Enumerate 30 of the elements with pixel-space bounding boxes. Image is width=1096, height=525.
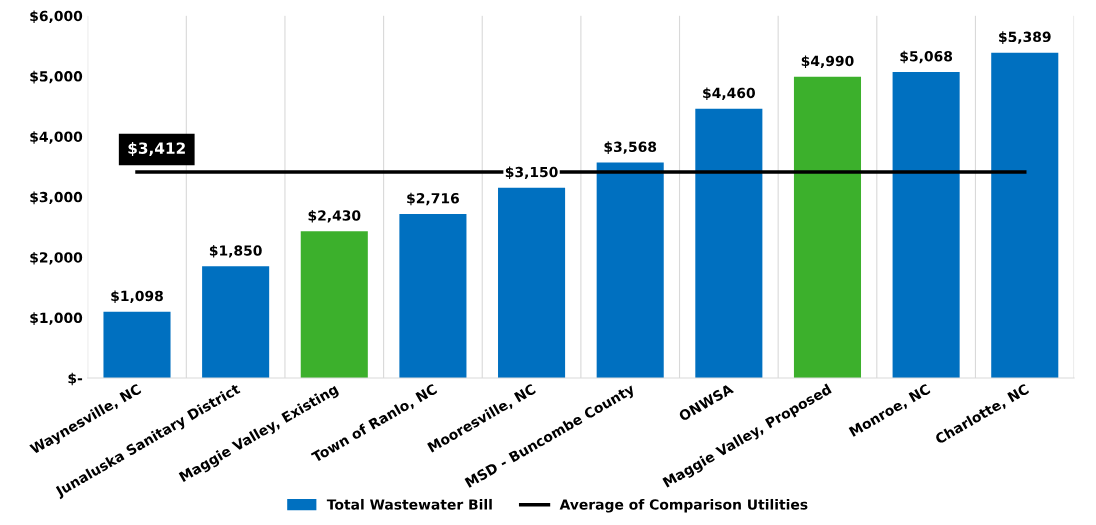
annotation: $3,412: [128, 142, 185, 156]
y-tick-label: $6,000: [30, 10, 83, 24]
y-tick-label: $3,000: [30, 191, 83, 205]
data-label: $2,430: [308, 210, 361, 223]
data-label: $5,389: [999, 31, 1051, 44]
bar: [596, 162, 664, 378]
data-label: $1,850: [209, 245, 262, 258]
data-label: $5,068: [900, 50, 953, 64]
legend-label: Total Wastewater Bill: [326, 498, 492, 510]
data-label: $3,150: [505, 166, 558, 180]
bar: [695, 108, 763, 378]
bar: [793, 76, 862, 378]
bar: [892, 72, 960, 378]
bar: [300, 231, 368, 378]
y-tick-label: $1,000: [30, 312, 83, 325]
y-tick-label: $2,000: [30, 251, 83, 265]
bar: [103, 311, 171, 378]
bar: [991, 52, 1059, 378]
legend-label: Average of Comparison Utilities: [559, 498, 808, 513]
y-tick-label: $5,000: [30, 70, 83, 84]
y-tick-label: $4,000: [30, 131, 83, 144]
bar: [399, 214, 467, 378]
data-label: $4,990: [801, 55, 854, 69]
data-label: $2,716: [407, 192, 459, 206]
bar: [498, 187, 566, 378]
data-label: $1,098: [111, 290, 163, 304]
bar: [202, 266, 270, 378]
data-label: $4,460: [703, 87, 755, 101]
data-label: $3,568: [604, 141, 657, 154]
y-tick-label: $-: [68, 372, 83, 386]
